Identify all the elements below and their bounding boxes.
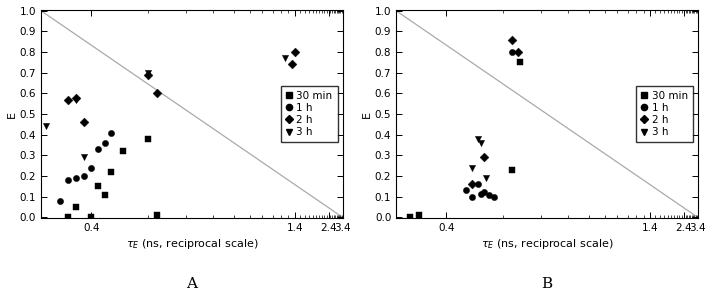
X-axis label: $\tau_E$ (ns, reciprocal scale): $\tau_E$ (ns, reciprocal scale) bbox=[125, 237, 258, 251]
Point bbox=[71, 97, 82, 102]
Point bbox=[78, 120, 90, 125]
Point bbox=[151, 91, 163, 96]
Point bbox=[483, 192, 495, 197]
Point bbox=[151, 213, 163, 218]
Point bbox=[481, 176, 492, 181]
Point bbox=[78, 155, 90, 160]
Point bbox=[86, 215, 97, 220]
Point bbox=[466, 182, 478, 187]
Point bbox=[461, 188, 472, 193]
Point bbox=[488, 194, 500, 199]
Point bbox=[71, 176, 82, 181]
Point bbox=[54, 198, 66, 203]
Point bbox=[478, 190, 489, 195]
Point bbox=[475, 141, 486, 145]
Point bbox=[93, 147, 104, 152]
Point bbox=[506, 37, 518, 42]
Point bbox=[506, 167, 518, 172]
Point bbox=[99, 192, 111, 197]
Point bbox=[279, 56, 291, 61]
Point bbox=[117, 149, 128, 154]
Point bbox=[515, 60, 526, 65]
Y-axis label: E: E bbox=[7, 110, 17, 117]
Point bbox=[63, 178, 74, 183]
Point bbox=[466, 194, 478, 199]
Point bbox=[71, 205, 82, 210]
Y-axis label: E: E bbox=[362, 110, 372, 117]
Point bbox=[289, 50, 300, 55]
Point bbox=[106, 169, 117, 174]
Point bbox=[78, 174, 90, 178]
Point bbox=[143, 72, 154, 77]
Text: A: A bbox=[187, 277, 198, 291]
Point bbox=[99, 141, 111, 145]
Point bbox=[466, 165, 478, 170]
Point bbox=[286, 62, 297, 67]
X-axis label: $\tau_E$ (ns, reciprocal scale): $\tau_E$ (ns, reciprocal scale) bbox=[481, 237, 613, 251]
Point bbox=[63, 97, 74, 102]
Point bbox=[414, 213, 425, 218]
Point bbox=[475, 191, 486, 196]
Point bbox=[143, 70, 154, 75]
Point bbox=[63, 215, 74, 220]
Point bbox=[473, 136, 484, 141]
Point bbox=[473, 182, 484, 187]
Point bbox=[71, 95, 82, 100]
Point bbox=[106, 130, 117, 135]
Point bbox=[86, 165, 97, 170]
Point bbox=[143, 136, 154, 141]
Legend: 30 min, 1 h, 2 h, 3 h: 30 min, 1 h, 2 h, 3 h bbox=[636, 86, 693, 142]
Point bbox=[513, 50, 524, 55]
Point bbox=[40, 124, 51, 129]
Point bbox=[506, 50, 518, 55]
Point bbox=[93, 184, 104, 189]
Point bbox=[405, 215, 416, 220]
Point bbox=[478, 155, 489, 160]
Text: B: B bbox=[542, 277, 553, 291]
Legend: 30 min, 1 h, 2 h, 3 h: 30 min, 1 h, 2 h, 3 h bbox=[281, 86, 338, 142]
